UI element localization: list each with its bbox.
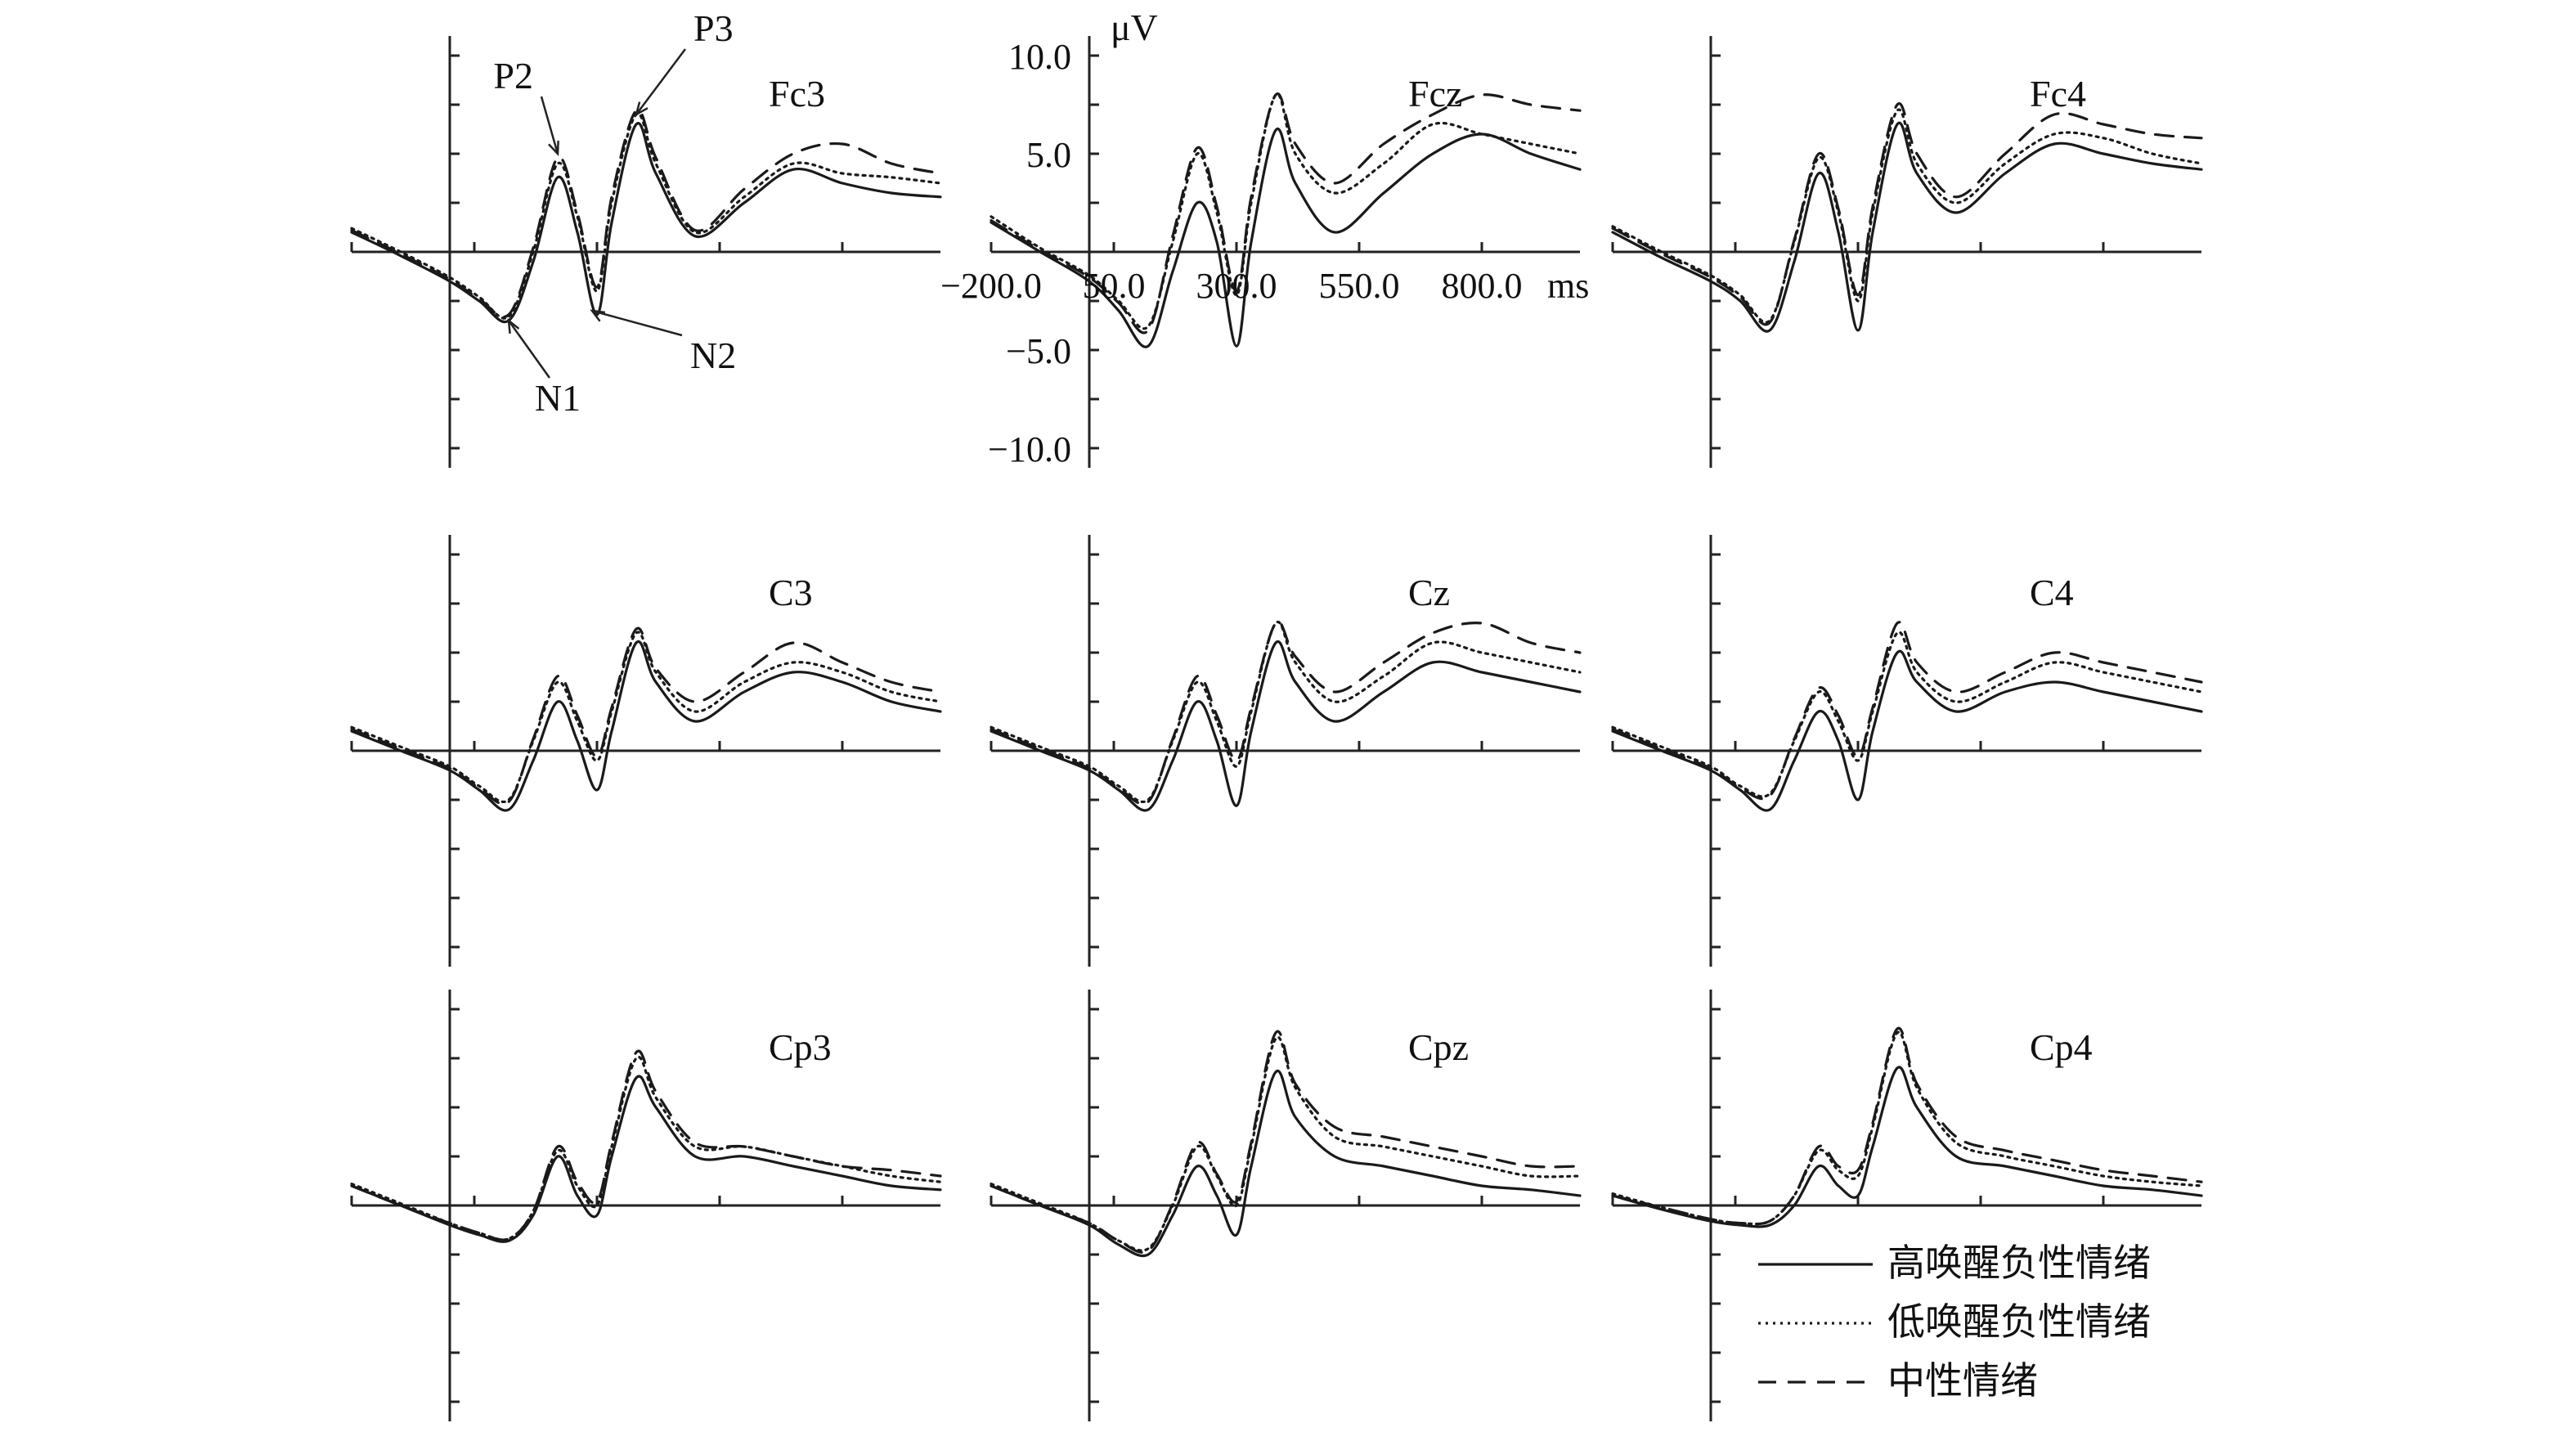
series-line-high-arousal [350,640,942,812]
series-line-neutral [990,620,1582,806]
series-line-high-arousal [1611,121,2203,333]
annotation-arrow [635,48,686,115]
x-tick-label: 550.0 [1319,266,1400,306]
series-line-high-arousal [1611,1066,2203,1228]
annotation-p3: P3 [635,7,734,117]
annotation-n2: N2 [590,309,736,376]
y-axis-label: μV [1111,7,1158,48]
series-line-neutral [990,92,1582,334]
series-line-high-arousal [990,640,1582,812]
series-line-low-arousal [1611,631,2203,798]
legend-entry: 中性情绪 [1758,1358,2038,1403]
panel-label: Cpz [1408,1026,1469,1068]
panel-label: Cp3 [769,1026,832,1068]
legend-label: 低唤醒负性情绪 [1887,1300,2151,1344]
annotation-p2: P2 [493,55,559,157]
panel-label: Fcz [1408,73,1462,114]
series-line-high-arousal [990,1069,1582,1258]
series-line-high-arousal [350,1075,942,1243]
y-tick-label: 10.0 [1008,37,1071,77]
series-line-low-arousal [990,92,1582,330]
y-tick-label: −5.0 [1006,331,1071,371]
series-line-low-arousal [990,620,1582,803]
series-line-neutral [350,108,942,318]
panel-c4: C4 [1611,535,2203,967]
annotation-arrowhead [548,140,559,157]
panel-fc3: Fc3 [350,36,942,468]
x-tick-label: 800.0 [1442,266,1523,306]
panel-cp4: Cp4 [1611,990,2203,1421]
series-line-neutral [990,1030,1582,1254]
annotation-arrow [507,320,551,379]
panel-cz: Cz [990,535,1582,967]
legend-label: 高唤醒负性情绪 [1887,1241,2151,1285]
series-line-low-arousal [1611,108,2203,324]
x-tick-label: 50.0 [1083,266,1146,306]
component-annotations: P2 P3 N1 N2 [493,7,736,419]
annotation-label: P3 [693,7,734,49]
annotation-label: P2 [493,55,533,97]
series-line-neutral [1611,101,2203,326]
annotation-arrowhead [507,318,520,334]
panel-label: Fc4 [2030,73,2086,114]
annotation-arrow [591,309,683,337]
x-tick-label: −200.0 [940,266,1042,306]
panel-fcz: Fcz −10.0 −5.0 5.0 10.0 −200.0 50.0 300.0 550.0 8… [940,7,1589,469]
annotation-arrow [540,96,559,155]
series-line-high-arousal [990,127,1582,348]
panel-label: Fc3 [769,73,825,114]
panel-cpz: Cpz [990,990,1582,1421]
panel-label: Cp4 [2030,1026,2093,1068]
annotation-arrowhead [590,309,606,322]
series-line-neutral [1611,621,2203,801]
panel-c3: C3 [350,535,942,967]
legend-entry: 低唤醒负性情绪 [1758,1300,2151,1344]
panel-cp3: Cp3 [350,990,942,1421]
series-line-neutral [350,626,942,806]
legend-entry: 高唤醒负性情绪 [1758,1241,2151,1285]
x-axis-label: ms [1547,266,1589,306]
panel-fc4: Fc4 [1611,36,2203,468]
panel-label: C4 [2030,572,2074,613]
annotation-label: N1 [535,377,581,419]
annotation-arrowhead [635,101,648,117]
series-line-low-arousal [990,1035,1582,1252]
annotation-n1: N1 [507,318,581,419]
x-tick-label: 300.0 [1196,266,1277,306]
legend-label: 中性情绪 [1887,1358,2038,1403]
y-tick-label: −10.0 [988,429,1071,469]
panel-label: Cz [1408,572,1450,613]
y-tick-label: 5.0 [1026,135,1071,175]
series-line-low-arousal [1611,1030,2203,1226]
panels-layer: Fc3 Fcz −10.0 −5.0 5.0 10.0 −200.0 50.0 300.0 550… [350,7,2203,1421]
series-line-high-arousal [350,122,942,324]
series-line-neutral [1611,1026,2203,1226]
panel-label: C3 [769,572,813,613]
annotation-label: N2 [690,334,736,376]
series-line-high-arousal [1611,649,2203,812]
series-line-neutral [350,1049,942,1241]
